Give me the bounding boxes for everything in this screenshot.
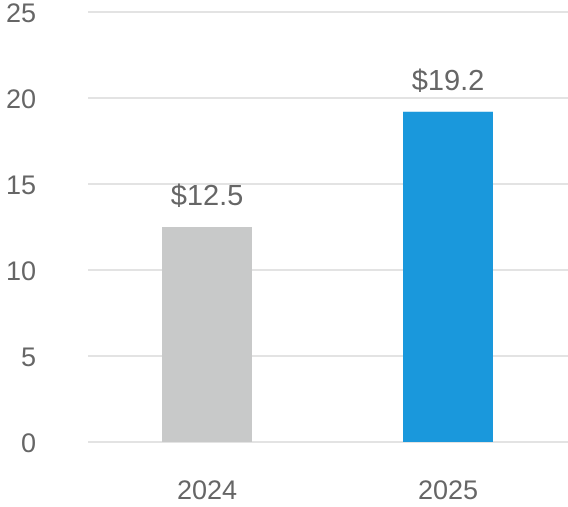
y-tick-label: 0	[21, 428, 36, 458]
bars	[162, 111, 493, 442]
data-label-2024: $12.5	[171, 180, 244, 212]
gridlines	[88, 11, 568, 443]
y-axis-ticks: 0 5 10 15 20 25	[6, 0, 36, 458]
bar-2025	[403, 111, 493, 442]
data-label-2025: $19.2	[412, 65, 485, 97]
x-axis-ticks: 2024 2025	[177, 475, 478, 505]
x-tick-label-2024: 2024	[177, 475, 237, 505]
y-tick-label: 5	[21, 342, 36, 372]
y-tick-label: 15	[6, 170, 36, 200]
data-labels: $12.5 $19.2	[171, 65, 485, 212]
y-tick-label: 20	[6, 84, 36, 114]
y-tick-label: 10	[6, 256, 36, 286]
bar-2024	[162, 227, 252, 442]
x-tick-label-2025: 2025	[418, 475, 478, 505]
y-tick-label: 25	[6, 0, 36, 28]
